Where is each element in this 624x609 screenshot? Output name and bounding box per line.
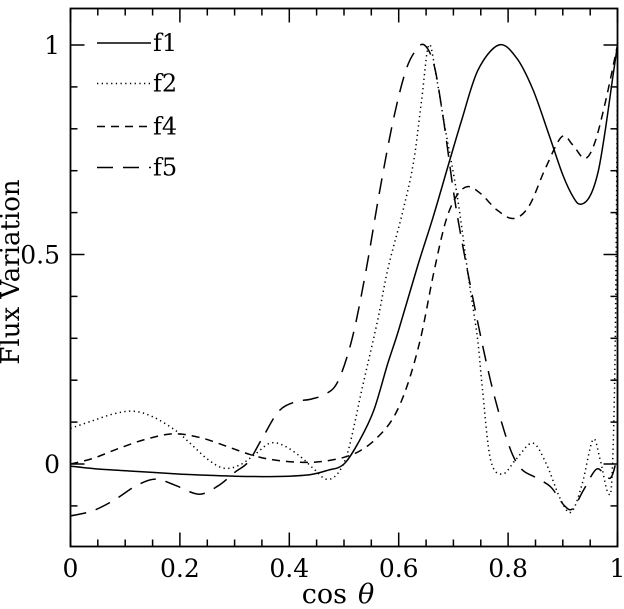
axis-tick-labels: 0 0.2 0.4 0.6 0.8 1 0 0.5 1 xyxy=(20,31,624,583)
legend-label-f5: f5 xyxy=(153,154,177,182)
curve-f5 xyxy=(70,43,618,517)
x-tick-label: 0.6 xyxy=(379,554,419,583)
legend-label-f1: f1 xyxy=(153,29,177,57)
x-tick-label: 0 xyxy=(63,554,79,583)
y-tick-label: 0 xyxy=(44,450,60,479)
axis-ticks xyxy=(69,8,619,547)
legend-label-f2: f2 xyxy=(153,70,177,98)
x-tick-label: 0.2 xyxy=(160,554,200,583)
legend-label-f4: f4 xyxy=(153,113,177,141)
legend: f1 f2 f4 f5 xyxy=(97,29,177,182)
x-tick-label: 0.8 xyxy=(488,554,528,583)
data-curves xyxy=(70,43,618,517)
x-axis-title: cos θ xyxy=(302,579,375,609)
curve-f1 xyxy=(70,43,618,478)
x-axis-title-roman: cos xyxy=(302,579,347,609)
y-tick-label: 1 xyxy=(44,31,60,60)
curve-f4 xyxy=(70,44,618,465)
x-tick-label: 1 xyxy=(610,554,624,583)
y-tick-label: 0.5 xyxy=(20,241,60,270)
x-tick-label: 0.4 xyxy=(269,554,309,583)
y-axis-title: Flux Variation xyxy=(0,179,26,365)
theta-symbol: θ xyxy=(358,579,374,609)
